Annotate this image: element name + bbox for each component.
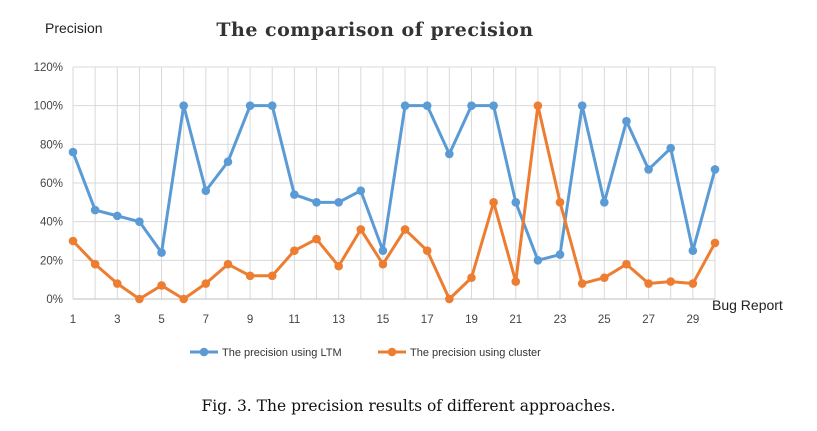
series-line-1 — [71, 104, 717, 262]
data-point — [489, 198, 498, 207]
y-tick-label: 40% — [40, 217, 63, 229]
chart-title: The comparison of precision — [216, 19, 533, 41]
data-point — [223, 259, 233, 269]
y-tick-label: 80% — [40, 139, 63, 151]
data-point — [223, 157, 233, 167]
x-tick-label: 17 — [421, 314, 434, 326]
x-axis-label: Bug Report — [712, 297, 783, 313]
data-point — [400, 101, 410, 110]
x-tick-label: 15 — [377, 314, 390, 326]
y-tick-label: 60% — [40, 178, 63, 190]
data-point — [112, 211, 122, 221]
data-point — [688, 279, 698, 288]
x-tick-label: 13 — [332, 314, 345, 326]
legend-label: The precision using LTM — [222, 347, 342, 359]
data-point — [201, 186, 211, 196]
data-point — [312, 234, 321, 244]
x-tick-label: 25 — [598, 314, 611, 326]
data-point — [245, 271, 255, 281]
data-point — [157, 281, 166, 290]
data-point — [445, 149, 454, 159]
precision-line-chart: The comparison of precision Precision Bu… — [34, 19, 783, 359]
legend-label: The precision using cluster — [410, 347, 541, 359]
data-point — [245, 101, 255, 110]
data-point — [666, 143, 676, 153]
data-point — [135, 217, 144, 226]
y-tick-label: 120% — [34, 62, 63, 74]
data-point — [90, 259, 100, 269]
x-tick-label: 23 — [554, 314, 567, 326]
data-point — [400, 225, 410, 234]
y-tick-label: 20% — [40, 255, 63, 267]
y-tick-label: 100% — [34, 101, 63, 113]
data-point — [356, 186, 366, 196]
x-tick-label: 19 — [465, 314, 478, 326]
data-point — [157, 248, 166, 257]
data-point — [577, 279, 587, 288]
data-point — [90, 205, 100, 215]
data-point — [666, 277, 676, 286]
x-tick-label: 9 — [247, 314, 253, 326]
data-point — [577, 101, 587, 110]
data-point — [644, 165, 653, 174]
data-point — [334, 198, 343, 207]
data-point — [467, 101, 476, 110]
data-point — [622, 116, 631, 126]
data-point — [533, 256, 543, 265]
x-tick-label: 11 — [288, 314, 300, 326]
data-point — [201, 279, 211, 288]
series-line-2 — [71, 104, 717, 301]
data-point — [710, 238, 720, 248]
data-point — [622, 259, 631, 269]
data-point — [378, 246, 388, 255]
x-tick-label: 29 — [686, 314, 699, 326]
data-point — [179, 101, 188, 110]
data-point — [422, 246, 432, 255]
x-tick-label: 5 — [158, 314, 164, 326]
legend: The precision using LTM The precision usi… — [190, 347, 541, 359]
x-tick-labels: 1 3 5 7 9 11 13 15 17 19 21 23 25 27 29 — [70, 314, 699, 326]
data-point — [68, 236, 78, 246]
x-tick-label: 7 — [203, 314, 209, 326]
data-point — [467, 273, 476, 283]
y-tick-label: 0% — [46, 294, 63, 306]
x-tick-label: 3 — [114, 314, 120, 326]
data-point — [422, 101, 432, 110]
y-tick-labels: 0% 20% 40% 60% 80% 100% 120% — [34, 62, 63, 306]
data-point — [445, 294, 454, 304]
data-point — [312, 198, 321, 207]
data-point — [489, 101, 498, 110]
x-tick-label: 1 — [70, 314, 76, 326]
data-point — [334, 261, 343, 271]
data-point — [555, 198, 565, 207]
data-point — [290, 246, 299, 255]
data-point — [555, 250, 565, 259]
data-point — [600, 273, 609, 283]
series-lines — [68, 101, 720, 304]
data-point — [267, 101, 277, 110]
legend-swatch-marker — [199, 347, 209, 357]
data-point — [135, 294, 144, 304]
data-point — [511, 277, 521, 286]
data-point — [356, 225, 366, 234]
data-point — [68, 147, 78, 157]
figure-caption: Fig. 3. The precision results of differe… — [201, 397, 616, 415]
y-axis-label: Precision — [45, 20, 103, 36]
data-point — [688, 246, 698, 255]
x-tick-label: 27 — [642, 314, 655, 326]
data-point — [533, 101, 543, 110]
data-point — [600, 198, 609, 207]
legend-swatch-marker — [387, 347, 397, 357]
data-point — [644, 279, 653, 288]
data-point — [290, 190, 299, 199]
data-point — [267, 271, 277, 281]
data-point — [710, 165, 720, 174]
data-point — [179, 294, 188, 304]
data-point — [112, 279, 122, 288]
data-point — [378, 259, 388, 269]
data-point — [511, 198, 521, 207]
x-tick-label: 21 — [509, 314, 522, 326]
